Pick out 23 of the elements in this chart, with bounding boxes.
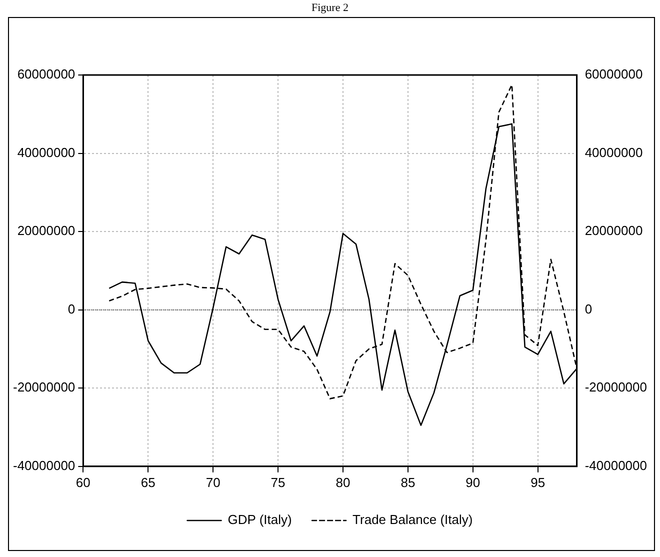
y2-tick-label: -20000000 — [584, 380, 648, 395]
y2-tick-label: 40000000 — [584, 144, 643, 160]
x-tick-label: 65 — [140, 474, 156, 490]
chart-title: Figure 2 — [310, 2, 350, 14]
y-tick-label: -20000000 — [12, 380, 76, 395]
x-tick-label: 75 — [270, 474, 286, 490]
y2-tick-label: 20000000 — [584, 223, 643, 238]
y-tick-label: 20000000 — [17, 223, 76, 238]
x-tick-label: 80 — [336, 474, 350, 490]
y2-tick-label: 0 — [584, 301, 592, 316]
x-tick-label: 70 — [206, 474, 220, 490]
y2-tick-label: -40000000 — [584, 458, 648, 473]
y2-tick-label: 60000000 — [584, 66, 643, 82]
x-tick-label: 95 — [530, 474, 546, 490]
y-tick-label: -40000000 — [12, 458, 76, 473]
y-tick-label: 40000000 — [17, 144, 76, 160]
x-tick-label: 60 — [76, 474, 90, 490]
y-tick-label: 60000000 — [17, 66, 76, 82]
x-tick-label: 90 — [466, 474, 480, 490]
legend-label: GDP (Italy) — [228, 512, 292, 528]
y-tick-label: 0 — [68, 301, 76, 316]
legend-label: Trade Balance (Italy) — [352, 512, 473, 528]
x-tick-label: 85 — [400, 474, 416, 490]
